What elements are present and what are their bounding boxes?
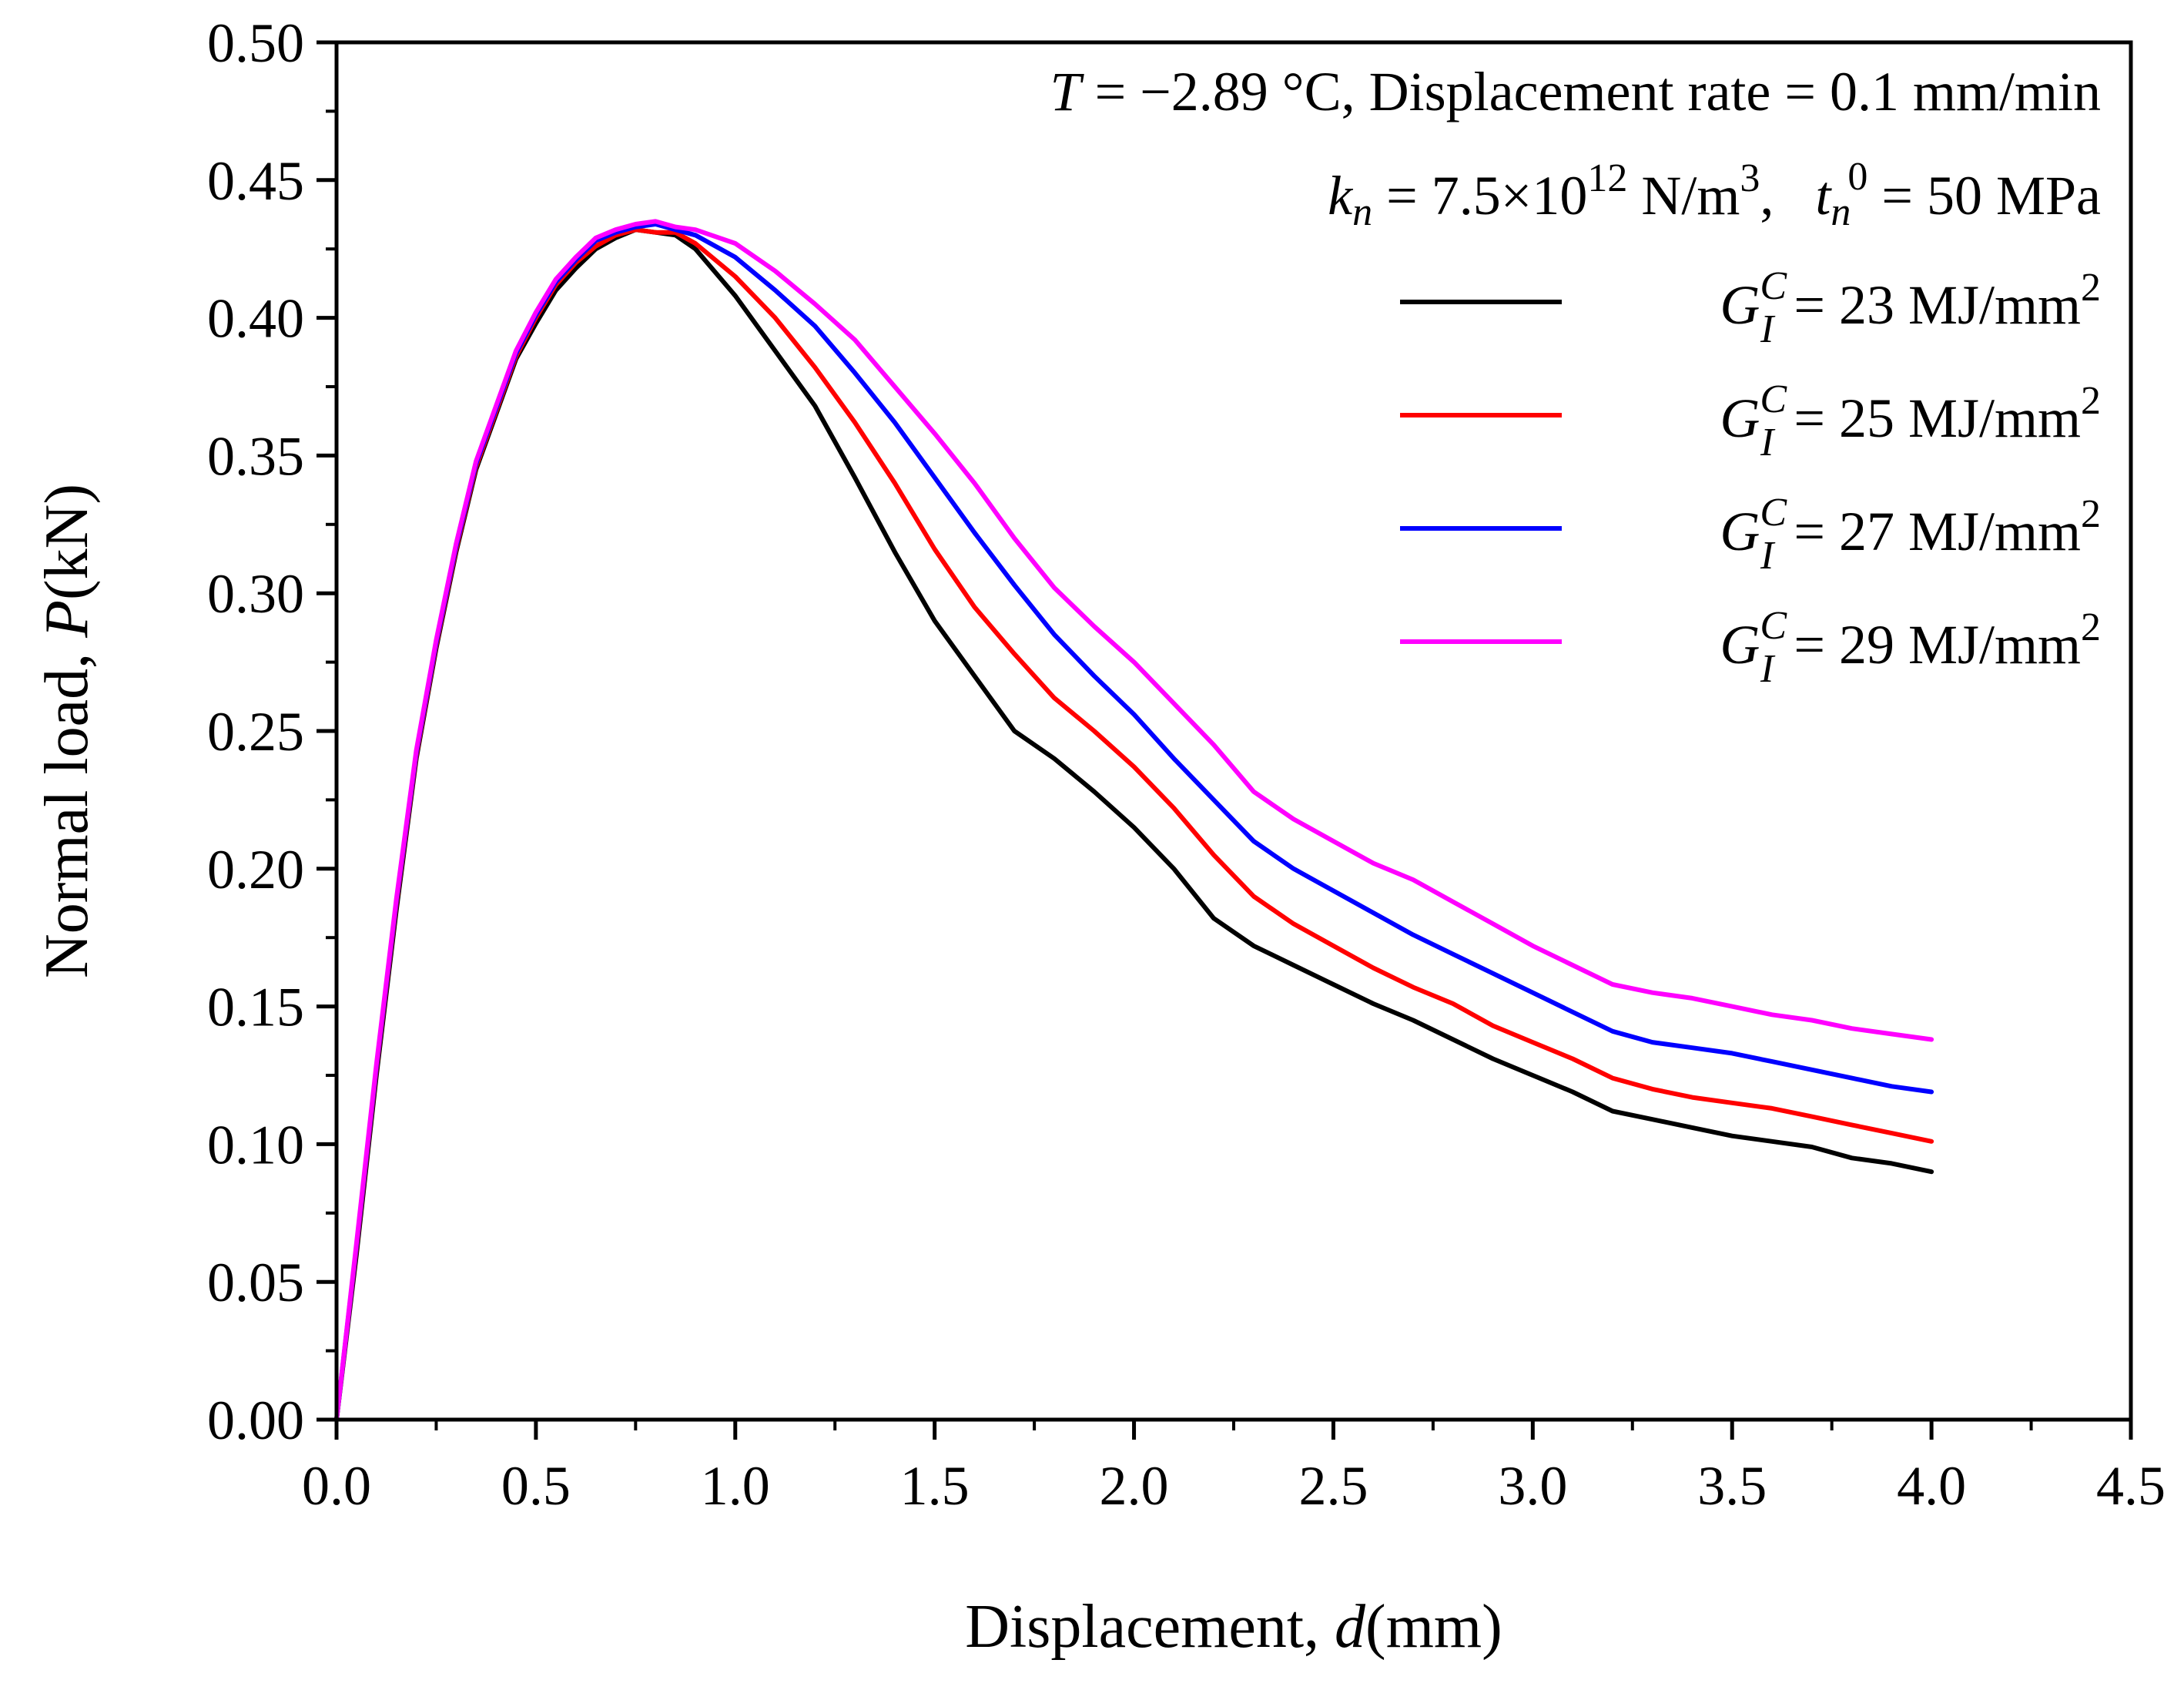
legend-sup: C	[1760, 264, 1787, 308]
x-axis-title-suffix: (mm)	[1365, 1593, 1502, 1661]
annotation-t-sub: n	[1831, 190, 1851, 234]
legend-sup: C	[1760, 491, 1787, 535]
annotation-t-rest: = 50 MPa	[1867, 165, 2101, 226]
x-tick-label: 3.5	[1697, 1455, 1767, 1517]
legend-g: G	[1720, 614, 1760, 676]
legend-g: G	[1720, 387, 1760, 449]
y-axis-title-prefix: Normal load,	[33, 638, 101, 978]
y-tick-label: 0.25	[207, 701, 304, 763]
annotation-conditions: T = −2.89 °C, Displacement rate = 0.1 mm…	[1050, 61, 2101, 122]
y-tick-label: 0.30	[207, 563, 304, 625]
y-tick-label: 0.00	[207, 1390, 304, 1451]
series-line-4	[334, 219, 1934, 1422]
legend-rest: = 29 MJ/mm	[1780, 614, 2081, 676]
y-tick-label: 0.45	[207, 150, 304, 212]
x-tick-label: 3.0	[1498, 1455, 1567, 1517]
annotation-k-var: k	[1328, 165, 1354, 226]
x-axis-title: Displacement, d(mm)	[965, 1593, 1502, 1661]
legend-exp: 2	[2081, 266, 2101, 310]
y-axis-title-var: P	[33, 600, 101, 639]
annotation-parameters: kn = 7.5×1012 N/m3, tn0 = 50 MPa	[1328, 155, 2101, 234]
legend-sub: I	[1760, 421, 1776, 464]
series-line-1	[334, 227, 1934, 1422]
y-tick-label: 0.15	[207, 977, 304, 1038]
x-axis-title-var: d	[1335, 1593, 1366, 1661]
annotation-t-sup: 0	[1847, 155, 1867, 199]
annotation-temperature-var: T	[1050, 61, 1085, 122]
annotation-k-rest: = 7.5×10	[1372, 165, 1587, 226]
legend-sub: I	[1760, 307, 1776, 351]
y-axis-title: Normal load, P(kN)	[33, 484, 101, 978]
legend-sub: I	[1760, 534, 1776, 578]
legend-label-1: GC I = 23 MJ/mm2	[1720, 264, 2101, 351]
legend-exp: 2	[2081, 492, 2101, 536]
y-tick-label: 0.20	[207, 839, 304, 900]
plot-frame	[334, 40, 2133, 1422]
legend-label-3: GC I = 27 MJ/mm2	[1720, 491, 2101, 578]
legend-label-2: GC I = 25 MJ/mm2	[1720, 377, 2101, 464]
x-axis: 0.0 0.5 1.0 1.5 2.0 2.5 3.0 3.5 4.0 4.5	[302, 1420, 2166, 1517]
legend-rest: = 25 MJ/mm	[1780, 387, 2081, 449]
legend-rest: = 23 MJ/mm	[1780, 274, 2081, 336]
y-axis-title-suffix: (kN)	[33, 484, 101, 600]
legend-g: G	[1720, 274, 1760, 336]
legend-sup: C	[1760, 377, 1787, 421]
x-tick-label: 0.0	[302, 1455, 371, 1517]
legend-g: G	[1720, 501, 1760, 562]
legend-label-4: GC I = 29 MJ/mm2	[1720, 604, 2101, 691]
x-tick-label: 1.5	[900, 1455, 970, 1517]
x-tick-label: 0.5	[501, 1455, 571, 1517]
legend-sup: C	[1760, 604, 1787, 648]
series-line-3	[334, 222, 1934, 1422]
y-axis: 0.00 0.05 0.10 0.15 0.20 0.25 0.30 0.35 0.40 0.45…	[207, 12, 337, 1451]
annotation-k-sub: n	[1352, 190, 1372, 234]
y-tick-label: 0.10	[207, 1114, 304, 1175]
legend-sub: I	[1760, 647, 1776, 691]
x-tick-label: 4.0	[1897, 1455, 1966, 1517]
x-tick-label: 2.5	[1298, 1455, 1368, 1517]
legend-rest: = 27 MJ/mm	[1780, 501, 2081, 562]
annotation-separator: ,	[1760, 165, 1815, 226]
annotation-t-var: t	[1815, 165, 1832, 226]
annotation-k-unit-exp: 3	[1740, 156, 1760, 200]
annotation-k-exp: 12	[1587, 156, 1627, 200]
series-layer	[334, 219, 1934, 1422]
y-tick-label: 0.05	[207, 1252, 304, 1313]
y-tick-label: 0.40	[207, 288, 304, 350]
legend-exp: 2	[2081, 379, 2101, 423]
plot-area	[334, 219, 1934, 1422]
legend-exp: 2	[2081, 605, 2101, 649]
y-tick-label: 0.50	[207, 12, 304, 74]
y-tick-label: 0.35	[207, 425, 304, 487]
annotation-conditions-text: = −2.89 °C, Displacement rate = 0.1 mm/m…	[1081, 61, 2101, 122]
annotation-k-unit: N/m	[1627, 165, 1740, 226]
x-tick-label: 4.5	[2096, 1455, 2166, 1517]
x-axis-title-prefix: Displacement,	[965, 1593, 1335, 1661]
x-tick-label: 1.0	[701, 1455, 770, 1517]
x-tick-label: 2.0	[1100, 1455, 1169, 1517]
